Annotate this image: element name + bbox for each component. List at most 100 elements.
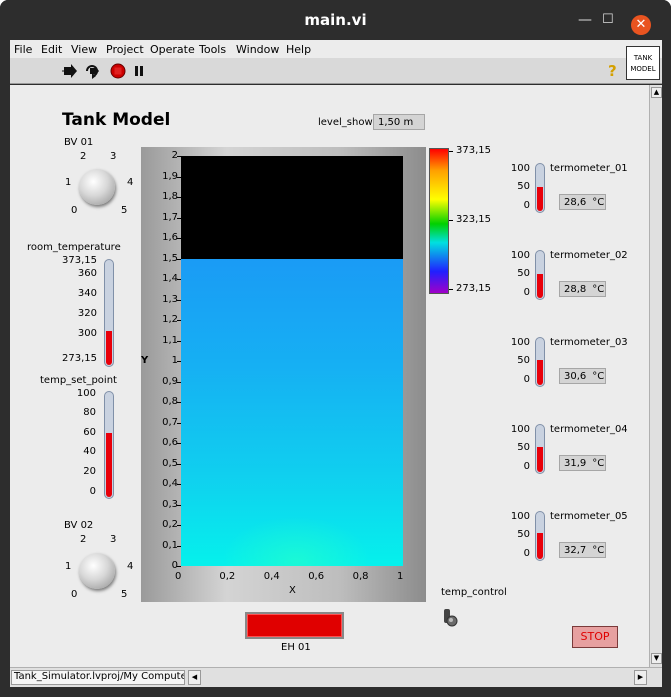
- thermometer-unit: °C: [592, 545, 605, 556]
- y-tick-mark: [177, 545, 181, 547]
- bv01-knob[interactable]: [79, 169, 115, 205]
- y-tick-label: 0,7: [162, 416, 178, 428]
- bv02-mark-3: 3: [110, 534, 117, 545]
- bv02-mark-4: 4: [127, 561, 134, 572]
- thermometer-label: termometer_02: [550, 250, 628, 261]
- tank-intensity-plot[interactable]: [181, 156, 403, 566]
- menu-window[interactable]: Window: [236, 43, 280, 56]
- vi-icon-line2: MODEL: [630, 65, 656, 73]
- scroll-down-icon[interactable]: ▼: [651, 653, 662, 664]
- menu-operate[interactable]: Operate: [150, 43, 195, 56]
- minimize-button[interactable]: —: [578, 12, 592, 28]
- menu-file[interactable]: File: [14, 43, 33, 56]
- color-scale-mid: 323,15: [456, 214, 491, 225]
- y-tick-mark: [177, 361, 181, 362]
- y-tick-mark: [177, 525, 181, 526]
- x-tick-label: 0,4: [263, 571, 280, 582]
- water-level-area: [181, 258, 403, 566]
- vertical-scrollbar[interactable]: ▲ ▼: [649, 85, 662, 667]
- y-tick-label: 1,1: [162, 334, 178, 346]
- pause-icon[interactable]: [134, 65, 144, 77]
- x-tick-label: 0: [175, 571, 182, 582]
- thermo-tick: 50: [517, 355, 530, 366]
- set-point-tick: 20: [83, 466, 96, 477]
- thermometer-value: 30,6: [564, 371, 587, 382]
- menu-project[interactable]: Project: [106, 43, 144, 56]
- bv02-knob[interactable]: [79, 553, 115, 589]
- thermometer-unit: °C: [592, 371, 605, 382]
- y-tick-mark: [177, 443, 181, 444]
- room-temperature-fill: [106, 331, 112, 365]
- thermometer-4: [535, 424, 545, 474]
- thermometer-2: [535, 250, 545, 300]
- bv02-mark-1: 1: [65, 561, 72, 572]
- temp-set-point-fill: [106, 433, 112, 497]
- thermo-tick: 0: [523, 287, 530, 298]
- scroll-up-icon[interactable]: ▲: [651, 87, 662, 98]
- level-show-indicator: 1,50 m: [373, 114, 425, 130]
- scroll-left-icon[interactable]: ◀: [188, 670, 201, 685]
- heat-glow: [221, 516, 371, 566]
- run-arrow-icon[interactable]: [62, 64, 78, 78]
- thermometer-label: termometer_05: [550, 511, 628, 522]
- y-tick-mark: [177, 484, 181, 485]
- scroll-right-icon[interactable]: ▶: [634, 670, 647, 685]
- set-point-tick: 40: [83, 446, 96, 457]
- status-bar: Tank_Simulator.lvproj/My Computer ◀ ▶: [10, 667, 662, 687]
- thermometer-value-display: 32,7 °C: [559, 542, 606, 558]
- y-tick-label: 0,4: [162, 478, 178, 489]
- thermo-tick: 100: [510, 424, 530, 435]
- y-tick-label: 0,6: [162, 437, 178, 448]
- run-continuously-icon[interactable]: [84, 63, 102, 79]
- y-tick-label: 0,9: [162, 375, 178, 387]
- menu-help[interactable]: Help: [286, 43, 312, 56]
- menu-view[interactable]: View: [71, 43, 98, 56]
- context-help-icon[interactable]: ?: [608, 62, 617, 80]
- set-point-tick: 80: [83, 407, 96, 418]
- thermo-tick: 0: [523, 461, 530, 472]
- y-tick-label: 0,2: [162, 519, 178, 530]
- y-tick-mark: [177, 340, 181, 342]
- bv02-label: BV 02: [64, 520, 94, 531]
- bv02-mark-0: 0: [71, 589, 78, 600]
- room-temperature-label: room_temperature: [27, 242, 121, 253]
- close-button[interactable]: ✕: [631, 15, 651, 35]
- thermometer-value-display: 28,6 °C: [559, 194, 606, 210]
- thermometer-value: 28,8: [564, 284, 587, 295]
- y-tick-label: 0,3: [162, 498, 178, 510]
- x-tick-label: 0,2: [219, 571, 236, 582]
- abort-execution-icon[interactable]: [110, 63, 126, 79]
- thermo-tick: 100: [510, 250, 530, 261]
- temp-control-toggle[interactable]: [439, 604, 461, 630]
- x-axis-label: X: [289, 585, 296, 596]
- y-tick-mark: [177, 176, 181, 178]
- thermo-tick: 50: [517, 529, 530, 540]
- eh01-indicator: [245, 612, 344, 639]
- y-tick-label: 0: [171, 560, 178, 571]
- y-tick-label: 1,7: [162, 211, 178, 223]
- temp-set-point-slider[interactable]: [104, 391, 114, 499]
- x-tick-label: 1: [397, 571, 404, 582]
- window-title: main.vi: [304, 11, 367, 29]
- thermometer-value: 28,6: [564, 197, 587, 208]
- color-scale-tick-mark: [449, 220, 453, 221]
- thermo-tick: 0: [523, 200, 530, 211]
- temp-set-point-label: temp_set_point: [40, 375, 117, 386]
- menu-tools[interactable]: Tools: [199, 43, 227, 56]
- y-tick-mark: [177, 381, 181, 383]
- thermometer-unit: °C: [592, 197, 605, 208]
- thermometer-fill: [537, 446, 543, 472]
- thermometer-value-display: 31,9 °C: [559, 455, 606, 471]
- stop-button[interactable]: STOP: [572, 626, 618, 648]
- y-tick-mark: [177, 238, 181, 239]
- y-tick-label: 1,3: [162, 293, 178, 305]
- maximize-button[interactable]: ☐: [602, 12, 614, 27]
- room-temperature-thermometer[interactable]: [104, 259, 114, 367]
- thermometer-value: 32,7: [564, 545, 587, 556]
- room-temp-tick: 360: [77, 268, 97, 279]
- thermometer-3: [535, 337, 545, 387]
- bv01-mark-0: 0: [71, 205, 78, 216]
- menu-edit[interactable]: Edit: [41, 43, 63, 56]
- y-tick-label: 0,5: [162, 457, 178, 469]
